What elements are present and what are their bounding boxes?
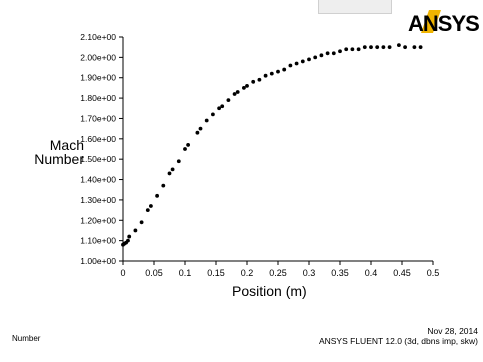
data-point bbox=[226, 98, 231, 103]
data-point bbox=[313, 55, 318, 60]
data-point bbox=[220, 104, 225, 109]
data-point bbox=[375, 45, 380, 50]
logo-text: ANSYS bbox=[408, 11, 479, 36]
data-point bbox=[344, 47, 349, 52]
data-point bbox=[235, 90, 240, 94]
x-tick-label: 0 bbox=[120, 268, 125, 278]
x-tick-label: 0.5 bbox=[427, 268, 440, 278]
top-tab[interactable] bbox=[318, 0, 392, 14]
data-point bbox=[126, 238, 130, 243]
data-point bbox=[325, 51, 330, 56]
x-tick-label: 0.2 bbox=[241, 268, 254, 278]
data-point bbox=[139, 220, 144, 225]
y-tick-label: 1.20e+00 bbox=[80, 215, 116, 225]
y-axis-label-line-2: Number bbox=[34, 151, 84, 167]
data-point bbox=[307, 57, 311, 62]
data-point bbox=[170, 167, 175, 172]
data-point bbox=[186, 143, 191, 147]
data-point bbox=[257, 77, 262, 82]
footer-date: Nov 28, 2014 bbox=[427, 326, 478, 336]
data-point bbox=[161, 183, 166, 188]
data-point bbox=[155, 193, 160, 198]
logo-accent-shape bbox=[421, 10, 441, 33]
y-tick-label: 1.70e+00 bbox=[80, 113, 116, 123]
data-point bbox=[300, 59, 305, 64]
data-point bbox=[251, 79, 256, 84]
x-tick-label: 0.4 bbox=[365, 268, 378, 278]
data-point bbox=[149, 204, 153, 208]
y-tick-label: 1.10e+00 bbox=[80, 236, 116, 246]
data-point bbox=[167, 171, 172, 176]
data-point bbox=[204, 118, 209, 123]
data-point bbox=[294, 61, 299, 66]
y-axis-label: Mach Number bbox=[34, 138, 84, 166]
data-point bbox=[356, 47, 361, 52]
x-tick-label: 0.45 bbox=[393, 268, 411, 278]
data-point bbox=[319, 53, 324, 58]
footer-info: Nov 28, 2014 ANSYS FLUENT 12.0 (3d, dbns… bbox=[319, 326, 478, 346]
data-point bbox=[263, 73, 268, 78]
data-point bbox=[211, 112, 215, 117]
data-point bbox=[369, 45, 373, 50]
data-point bbox=[403, 45, 407, 50]
data-point bbox=[176, 159, 181, 164]
data-point bbox=[127, 234, 132, 239]
x-tick-label: 0.35 bbox=[331, 268, 349, 278]
data-point bbox=[232, 92, 237, 96]
data-point bbox=[276, 69, 280, 74]
data-point bbox=[242, 86, 246, 90]
ansys-logo: ANSYS bbox=[407, 6, 481, 37]
data-point bbox=[362, 45, 367, 50]
data-point bbox=[288, 63, 293, 68]
footer-quantity-label: Number bbox=[12, 334, 41, 343]
data-point bbox=[387, 45, 392, 50]
data-point bbox=[381, 45, 386, 50]
y-tick-label: 1.00e+00 bbox=[80, 256, 116, 266]
footer-software: ANSYS FLUENT 12.0 (3d, dbns imp, skw) bbox=[318, 336, 478, 346]
data-point bbox=[418, 45, 423, 50]
x-tick-label: 0.25 bbox=[269, 268, 287, 278]
data-point bbox=[133, 228, 138, 233]
data-point bbox=[350, 47, 355, 52]
y-tick-label: 2.00e+00 bbox=[80, 52, 116, 62]
data-point bbox=[245, 83, 249, 88]
x-tick-label: 0.15 bbox=[207, 268, 225, 278]
data-point bbox=[282, 67, 287, 72]
data-point bbox=[198, 126, 203, 131]
data-point bbox=[338, 49, 342, 54]
x-tick-label: 0.1 bbox=[179, 268, 192, 278]
y-tick-label: 1.50e+00 bbox=[80, 154, 116, 164]
y-tick-label: 1.30e+00 bbox=[80, 195, 116, 205]
chart: 1.00e+00 1.10e+00 1.20e+00 1.30e+00 1.40e+00… bbox=[80, 32, 440, 278]
data-point bbox=[331, 51, 336, 56]
data-point bbox=[269, 71, 274, 76]
x-tick-label: 0.3 bbox=[303, 268, 316, 278]
data-point bbox=[195, 130, 200, 135]
x-axis-label: Position (m) bbox=[232, 283, 307, 299]
y-tick-label: 1.40e+00 bbox=[80, 175, 116, 185]
data-point bbox=[145, 208, 150, 212]
x-tick-label: 0.05 bbox=[145, 268, 163, 278]
data-point bbox=[397, 43, 401, 48]
data-point bbox=[412, 45, 417, 50]
data-point bbox=[217, 106, 222, 111]
y-tick-label: 1.80e+00 bbox=[80, 93, 116, 103]
data-point bbox=[183, 147, 187, 151]
y-tick-label: 1.60e+00 bbox=[80, 134, 116, 144]
y-tick-label: 2.10e+00 bbox=[80, 32, 116, 42]
y-axis-label-line-1: Mach bbox=[49, 137, 84, 153]
y-tick-label: 1.90e+00 bbox=[80, 73, 116, 83]
